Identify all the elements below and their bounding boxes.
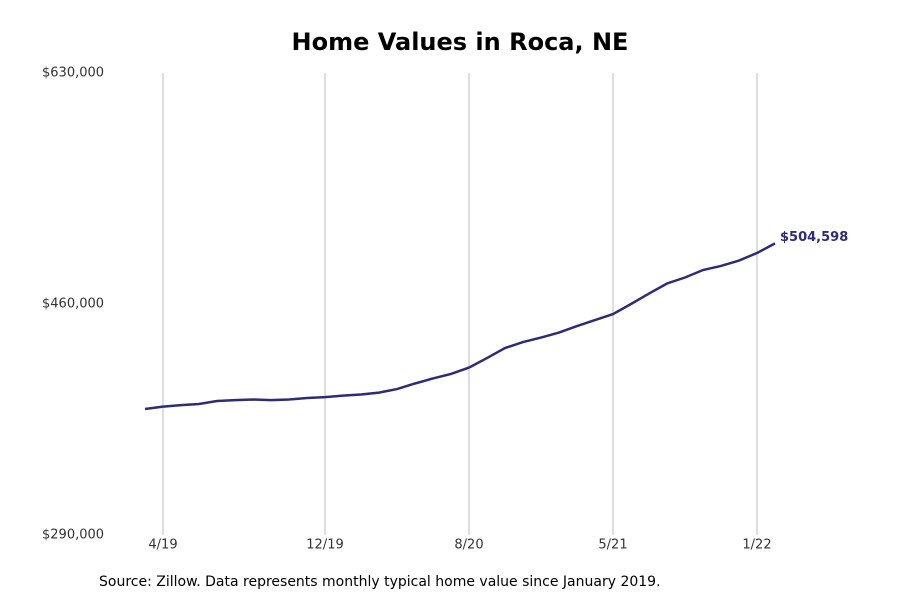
chart-title: Home Values in Roca, NE [292,28,629,56]
x-tick-label: 8/20 [454,538,483,553]
x-tick-label: 5/21 [598,538,627,553]
x-tick-label: 4/19 [148,538,177,553]
x-tick-label: 1/22 [742,538,771,553]
source-note: Source: Zillow. Data represents monthly … [99,574,661,590]
y-tick-label: $630,000 [42,66,104,81]
data-line [144,242,776,411]
value-label: $504,598 [780,230,848,245]
x-tick-label: 12/19 [306,538,343,553]
y-tick-label: $460,000 [42,297,104,312]
y-tick-label: $290,000 [42,528,104,543]
